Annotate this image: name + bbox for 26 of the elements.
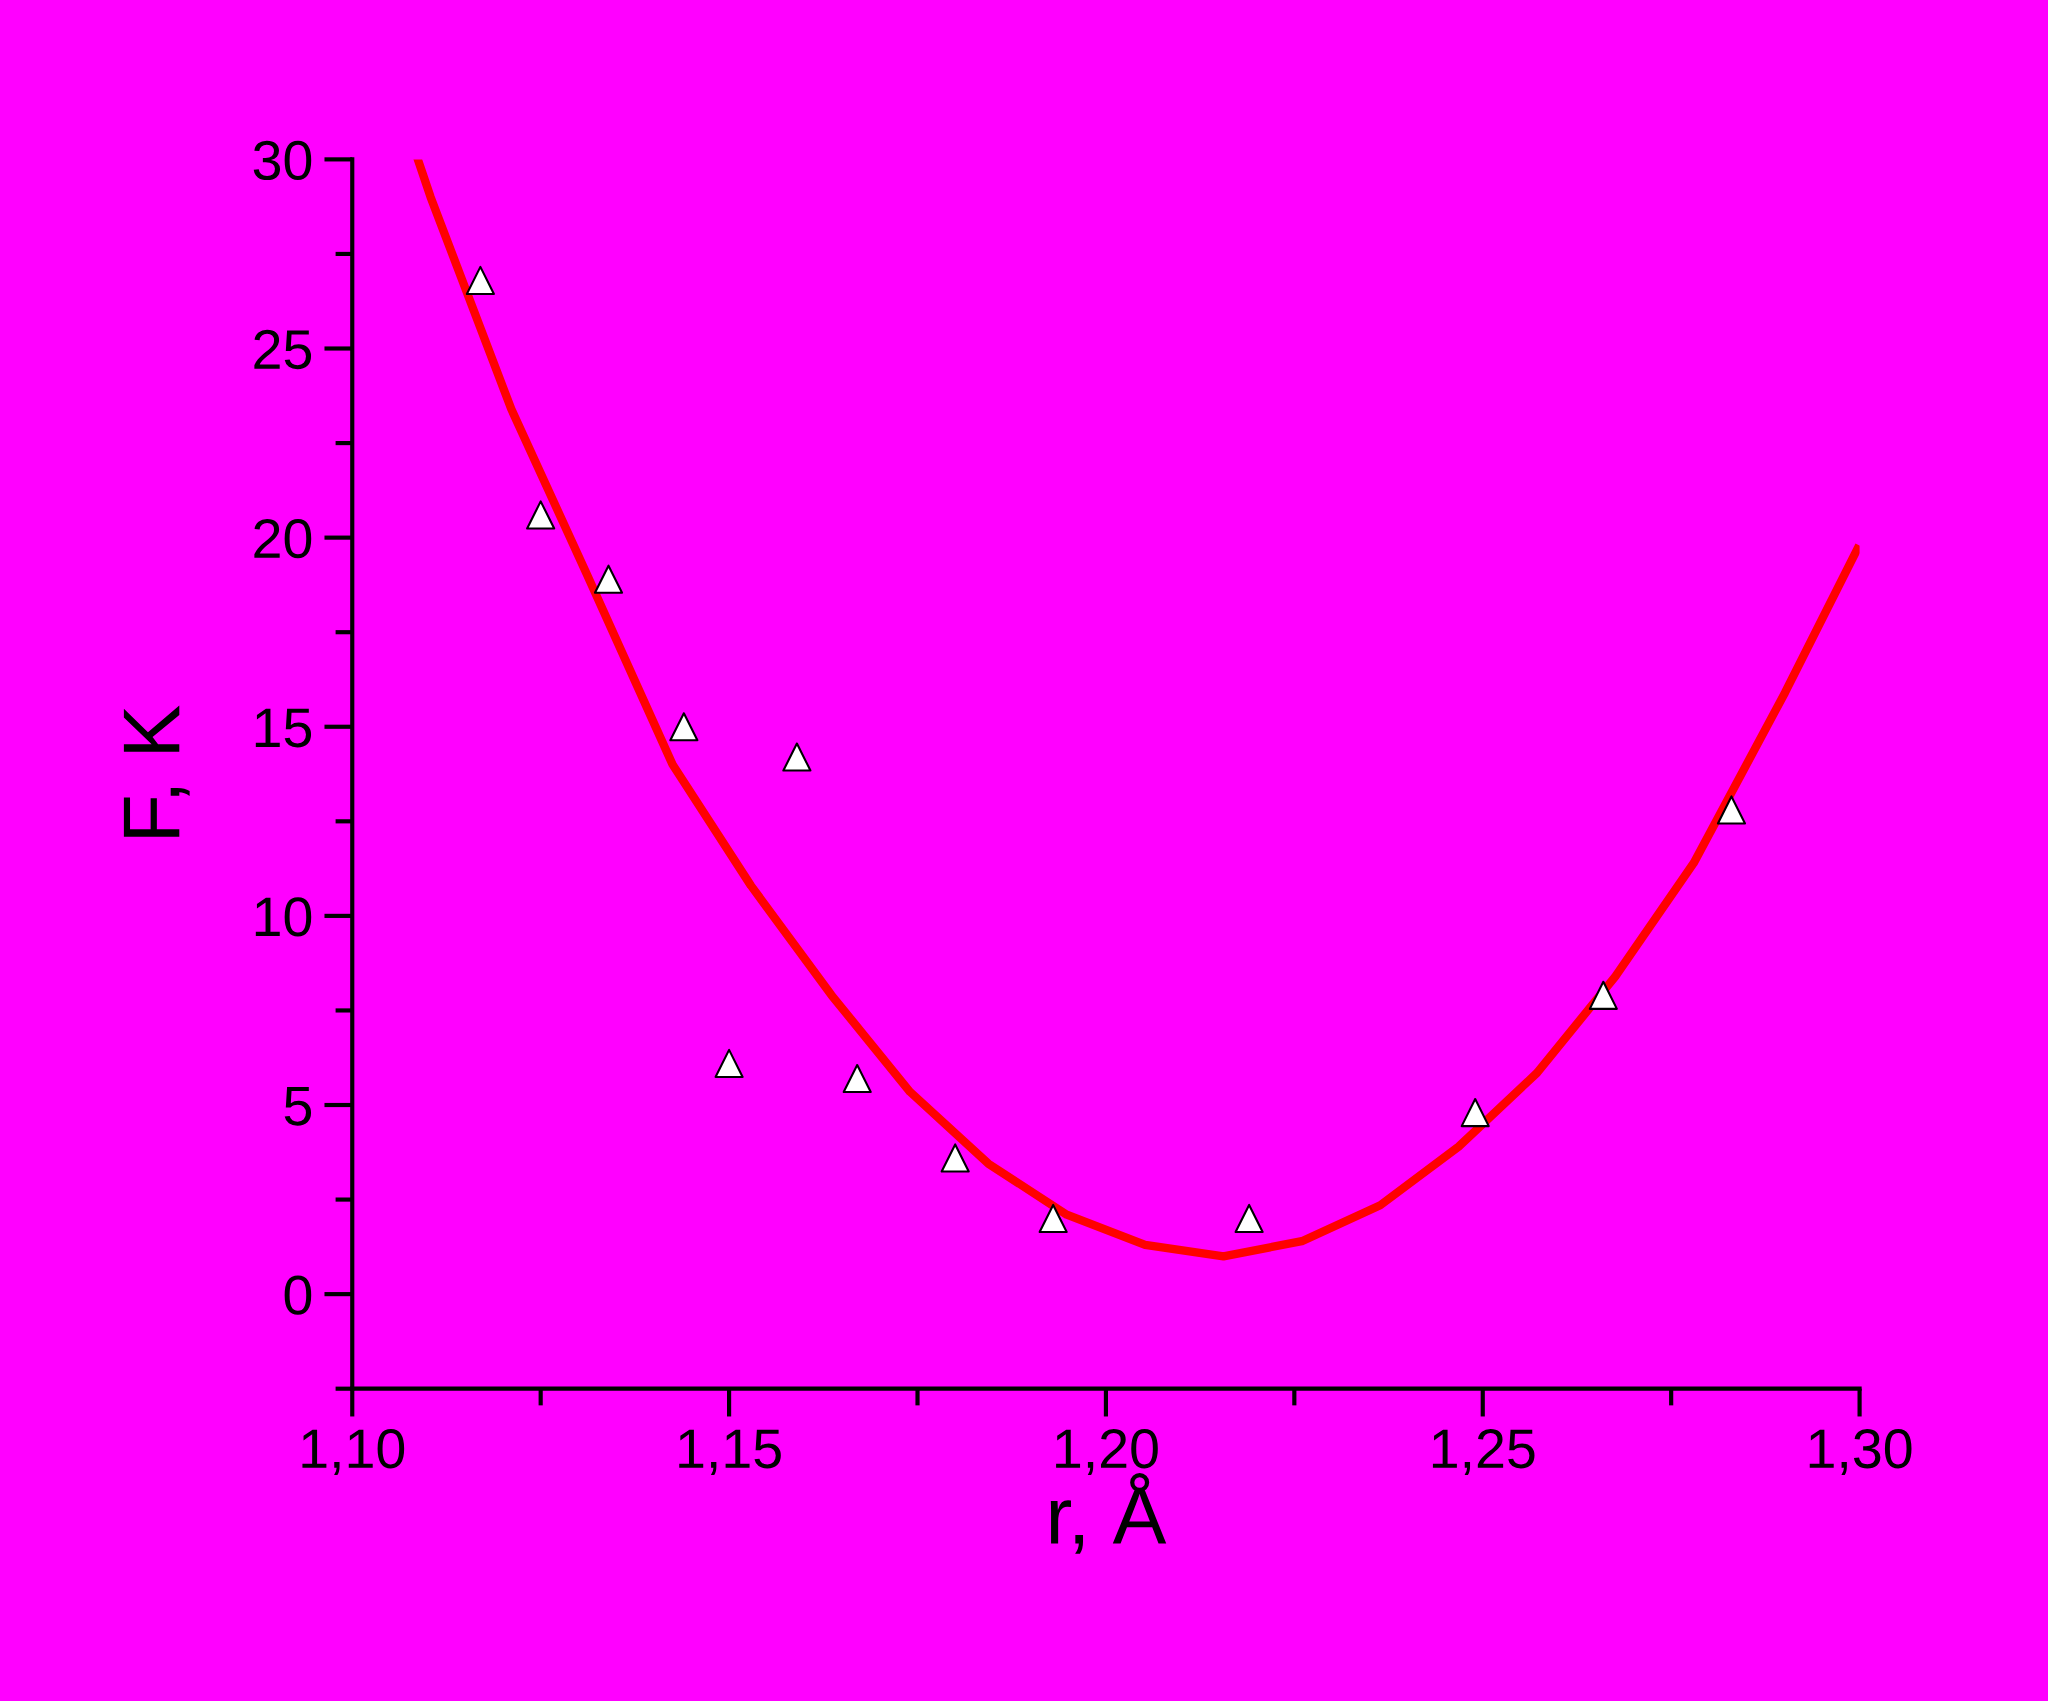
y-tick-label: 10 [255, 897, 312, 937]
point [1716, 795, 1747, 825]
y-tick-label: 25 [254, 329, 312, 370]
point [782, 742, 812, 772]
point [593, 564, 624, 594]
y-axis-title: F, K [123, 705, 190, 837]
x-tick-label: 1,10 [302, 1429, 405, 1475]
point [1588, 980, 1618, 1010]
point [714, 1048, 744, 1078]
y-tick-label: 30 [253, 140, 312, 181]
point [526, 500, 556, 530]
x-tick-label: 1,25 [1432, 1429, 1535, 1475]
y-tick-label: 5 [284, 1086, 312, 1126]
point [940, 1143, 970, 1173]
y-tick-label: 20 [254, 518, 312, 559]
x-tick-label: 1,20 [1056, 1429, 1158, 1475]
point [669, 712, 699, 742]
point [1460, 1098, 1490, 1128]
point [842, 1063, 872, 1094]
x-tick-label: 1,15 [679, 1429, 781, 1475]
y-tick-label: 0 [284, 1275, 312, 1315]
y-tick-label: 15 [255, 708, 312, 748]
point [465, 265, 495, 295]
x-tick-label: 1,30 [1809, 1429, 1912, 1475]
point [1038, 1203, 1068, 1234]
point [1234, 1203, 1264, 1234]
